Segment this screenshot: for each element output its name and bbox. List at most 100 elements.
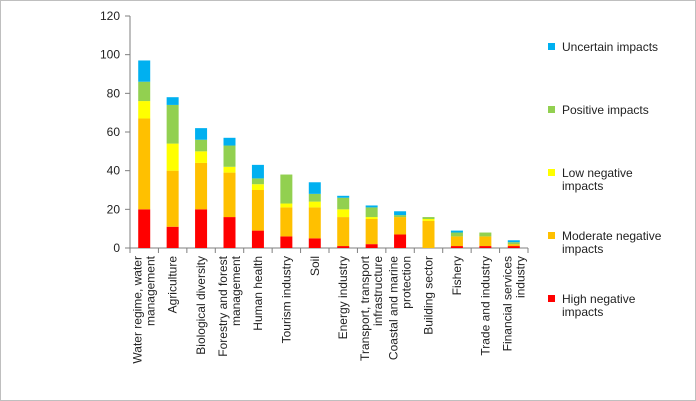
bar-segment xyxy=(479,232,492,237)
x-category-label: Forestry and forest xyxy=(216,255,230,356)
bar-segment xyxy=(223,172,236,218)
bar-segment xyxy=(251,178,264,185)
bar-segment xyxy=(337,246,350,248)
bar-segment xyxy=(507,244,520,247)
bar-segment xyxy=(337,217,350,247)
bar-segment xyxy=(308,238,321,248)
bar-segment xyxy=(450,236,463,247)
bar-segment xyxy=(365,219,378,245)
x-category-label: Biological diversity xyxy=(194,256,208,355)
x-category-label: Fishery xyxy=(450,256,464,295)
x-category-label: Building sector xyxy=(422,256,436,335)
bar-segment xyxy=(365,244,378,248)
bar-segment xyxy=(337,197,350,210)
x-category-label: Soil xyxy=(308,256,322,276)
bar-segment xyxy=(308,182,321,194)
bar-segment xyxy=(138,81,151,102)
legend-swatch xyxy=(548,232,555,239)
bar-segment xyxy=(138,60,151,82)
x-category-label: management xyxy=(144,255,158,326)
legend-label: High negative xyxy=(562,292,636,306)
bar-segment xyxy=(365,205,378,208)
x-category-label: Energy industry xyxy=(336,256,350,339)
bar-segment xyxy=(394,217,407,235)
bar-segment xyxy=(195,139,208,152)
y-tick-label: 20 xyxy=(107,202,121,216)
x-category-label: Water regime, water xyxy=(131,256,145,364)
y-tick-labels: 0 20 40 60 80 100 120 xyxy=(100,9,120,255)
x-category-label: Agriculture xyxy=(166,256,180,314)
bar-segment xyxy=(223,217,236,248)
bar-segment xyxy=(166,226,179,248)
bar-segment xyxy=(223,166,236,173)
bar-segment xyxy=(394,215,407,218)
x-category-label: protection xyxy=(400,256,414,309)
x-category-label: Trade and industry xyxy=(478,256,492,356)
bar-segment xyxy=(507,240,520,243)
bar-segment xyxy=(479,236,492,247)
legend-swatch xyxy=(548,295,555,302)
bar-segment xyxy=(280,207,293,237)
legend-label: impacts xyxy=(562,179,603,193)
x-category-label: infrastructure xyxy=(371,256,385,326)
bar-segment xyxy=(450,246,463,248)
x-category-label: Financial services xyxy=(500,256,514,351)
bar-segment xyxy=(223,137,236,146)
bar-segment xyxy=(138,118,151,210)
axes xyxy=(125,15,529,253)
x-category-label: Coastal and marine xyxy=(387,256,401,360)
bar-segment xyxy=(422,219,435,221)
bar-segment xyxy=(138,101,151,119)
legend-swatch xyxy=(548,169,555,176)
legend-label: Moderate negative xyxy=(562,229,662,243)
y-tick-label: 40 xyxy=(107,164,121,178)
x-category-label: Human health xyxy=(251,256,265,331)
bar-segment xyxy=(195,151,208,163)
legend-label: Positive impacts xyxy=(562,103,649,117)
bar-segment xyxy=(365,217,378,219)
legend-label: impacts xyxy=(562,242,603,256)
legend: Uncertain impacts Positive impacts Low neg… xyxy=(548,40,662,319)
bar-segment xyxy=(223,145,236,167)
bar-segment xyxy=(280,236,293,248)
legend-swatch xyxy=(548,106,555,113)
x-category-label: Transport, transport xyxy=(358,255,372,361)
y-tick-label: 0 xyxy=(113,241,120,255)
bar-segment xyxy=(166,97,179,105)
bar-segment xyxy=(251,184,264,190)
legend-label: Low negative xyxy=(562,166,633,180)
bar-segment xyxy=(195,209,208,248)
y-tick-label: 120 xyxy=(100,9,120,23)
bar-segment xyxy=(308,201,321,208)
legend-label: Uncertain impacts xyxy=(562,40,658,54)
bar-segment xyxy=(337,209,350,218)
bar-segment xyxy=(422,220,435,248)
bar-segment xyxy=(507,246,520,248)
legend-label: impacts xyxy=(562,305,603,319)
legend-swatch xyxy=(548,43,555,50)
y-tick-label: 80 xyxy=(107,86,121,100)
bar-segment xyxy=(251,164,264,179)
bar-segment xyxy=(450,232,463,237)
y-tick-label: 100 xyxy=(100,48,120,62)
bar-segment xyxy=(365,207,378,218)
bar-segment xyxy=(166,170,179,227)
bar-segment xyxy=(166,143,179,171)
bar-segment xyxy=(251,190,264,231)
bar-segment xyxy=(308,207,321,239)
x-category-label: Tourism industry xyxy=(279,256,293,343)
y-tick-label: 60 xyxy=(107,125,121,139)
bar-segment xyxy=(251,230,264,248)
bar-segment xyxy=(422,217,435,219)
bar-segment xyxy=(195,128,208,140)
bars xyxy=(138,60,520,248)
x-category-labels: Water regime, water management Agriculture… xyxy=(131,255,528,363)
bar-segment xyxy=(195,162,208,210)
bar-segment xyxy=(280,174,293,204)
bar-segment xyxy=(394,234,407,248)
x-category-label: management xyxy=(229,255,243,326)
bar-segment xyxy=(507,242,520,245)
bar-segment xyxy=(166,104,179,144)
bar-segment xyxy=(450,230,463,233)
